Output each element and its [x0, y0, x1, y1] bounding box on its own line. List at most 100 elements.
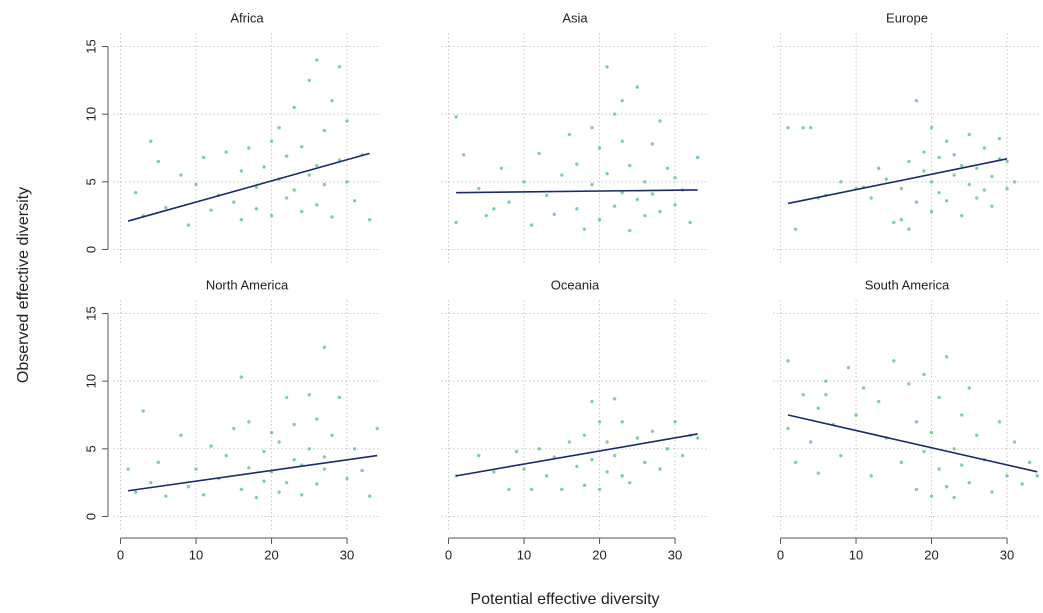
trend-line — [127, 454, 378, 492]
point — [899, 218, 904, 222]
point — [1005, 474, 1009, 478]
point — [635, 197, 639, 202]
point — [929, 430, 934, 435]
point — [824, 393, 828, 397]
point — [322, 467, 327, 471]
point — [650, 142, 655, 146]
point — [605, 470, 609, 474]
point — [507, 487, 511, 492]
point — [597, 146, 602, 150]
point — [809, 126, 813, 130]
point — [907, 159, 911, 164]
point — [194, 182, 198, 187]
point — [612, 453, 617, 458]
point — [997, 420, 1002, 424]
point — [322, 455, 327, 459]
point — [952, 447, 956, 451]
point — [620, 474, 624, 478]
point — [345, 119, 349, 123]
point — [352, 447, 357, 451]
point — [367, 494, 372, 498]
point — [665, 166, 670, 170]
point — [224, 150, 228, 154]
point — [284, 154, 289, 158]
point — [899, 186, 904, 191]
point — [322, 128, 327, 133]
point — [937, 155, 941, 160]
point — [929, 126, 934, 130]
point — [975, 166, 979, 170]
x-tick-label: 30 — [1000, 547, 1014, 562]
point — [330, 98, 334, 103]
point — [620, 139, 624, 143]
point — [658, 119, 662, 123]
point — [597, 487, 602, 492]
point — [960, 463, 964, 467]
x-tick-label: 30 — [340, 547, 354, 562]
x-tick-label: 10 — [849, 547, 863, 562]
point — [179, 173, 183, 177]
point — [990, 490, 994, 494]
point — [575, 207, 579, 211]
point — [552, 455, 556, 459]
point — [239, 218, 244, 222]
point — [650, 429, 655, 433]
point — [186, 485, 191, 489]
point — [590, 399, 594, 404]
point — [809, 440, 813, 444]
point — [922, 150, 926, 154]
x-tick-label: 10 — [189, 547, 203, 562]
point — [239, 487, 244, 492]
point — [315, 482, 319, 486]
point — [292, 188, 296, 192]
point — [552, 212, 556, 216]
point — [201, 155, 206, 160]
panel: Oceania 0 10 20 30 — [441, 277, 709, 562]
trend-line — [456, 189, 698, 194]
point — [560, 173, 564, 177]
point — [477, 186, 481, 191]
point — [156, 460, 160, 465]
point — [793, 227, 798, 231]
point — [612, 397, 617, 401]
panel: Europe — [773, 10, 1041, 263]
x-tick-label: 0 — [445, 547, 452, 562]
point — [232, 426, 236, 431]
point — [967, 182, 971, 187]
point — [620, 190, 624, 195]
point — [876, 399, 881, 404]
point — [164, 494, 168, 498]
trend-line — [455, 433, 698, 477]
point — [914, 98, 919, 103]
point — [345, 180, 349, 184]
point — [284, 480, 289, 485]
point — [375, 426, 379, 431]
point — [186, 223, 191, 227]
point — [537, 151, 541, 156]
point — [292, 105, 296, 110]
point — [582, 433, 587, 437]
point — [522, 180, 526, 184]
point — [1012, 180, 1017, 184]
point — [337, 395, 342, 400]
point — [284, 395, 289, 400]
trend-line — [127, 152, 370, 222]
point — [254, 207, 259, 211]
point — [899, 460, 904, 465]
point — [643, 213, 647, 218]
y-tick-label: 10 — [83, 374, 98, 388]
point — [567, 440, 572, 444]
point — [620, 98, 624, 103]
point — [816, 406, 820, 410]
point — [164, 205, 168, 210]
point — [944, 355, 949, 359]
panel: South America 0 10 20 30 — [773, 277, 1041, 562]
point — [307, 393, 311, 397]
point — [582, 483, 587, 488]
point — [922, 449, 926, 454]
point — [801, 393, 805, 397]
point — [643, 460, 647, 465]
point — [149, 139, 153, 143]
x-tick-label: 30 — [668, 547, 682, 562]
point — [1005, 186, 1009, 191]
